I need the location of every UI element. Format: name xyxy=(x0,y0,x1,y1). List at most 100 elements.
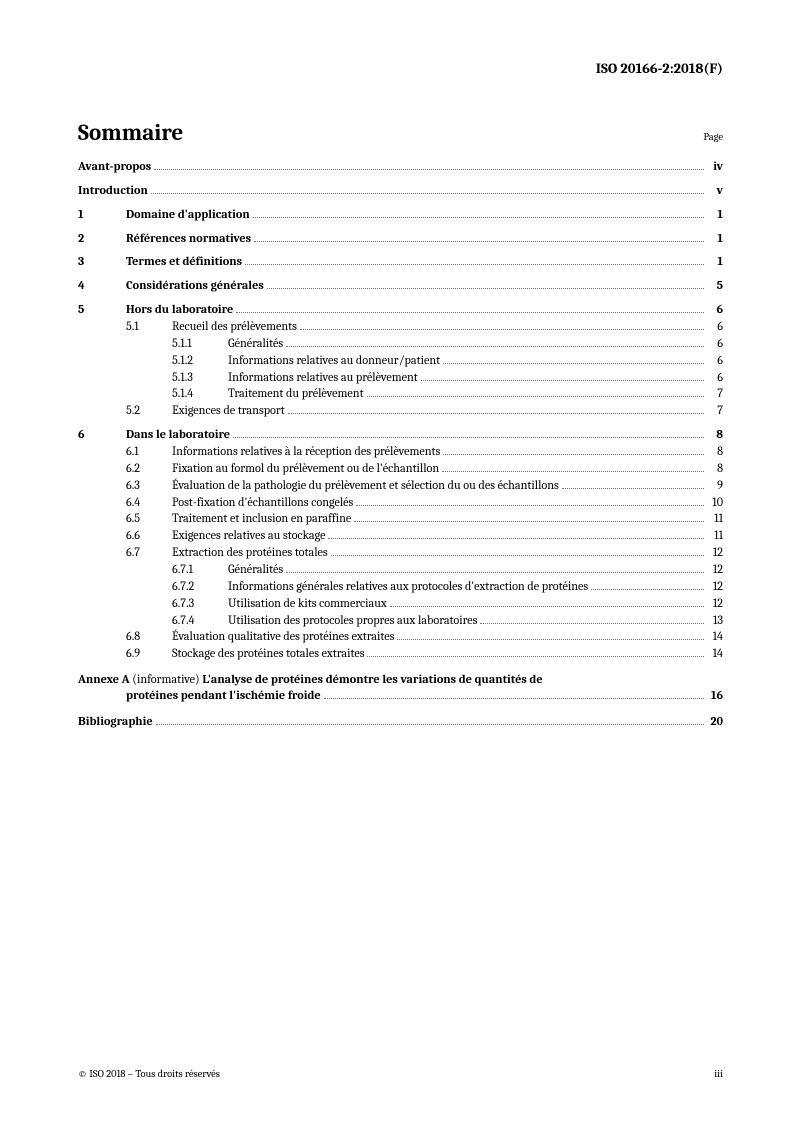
toc-entry: Introduction v xyxy=(78,184,723,200)
toc-page: 8 xyxy=(707,445,723,461)
toc-label: Traitement du prélèvement xyxy=(228,387,364,403)
toc-number: 1 xyxy=(78,208,126,224)
toc-label: Évaluation qualitative des protéines ext… xyxy=(172,630,394,646)
toc-entry: 5.1.4 Traitement du prélèvement 7 xyxy=(78,387,723,403)
toc-number: 6.1 xyxy=(126,445,172,461)
toc-page: 6 xyxy=(707,337,723,353)
toc-label: Informations relatives au donneur/patien… xyxy=(228,354,440,370)
toc-entry: 6.7.1 Généralités 12 xyxy=(78,563,723,579)
toc-entry: Avant-propos iv xyxy=(78,160,723,176)
toc-label: Domaine d'application xyxy=(126,208,250,224)
toc-number: 6.7 xyxy=(126,546,172,562)
toc-label: Considérations générales xyxy=(126,279,264,295)
toc-label: Utilisation des protocoles propres aux l… xyxy=(228,614,477,630)
toc-number: 6 xyxy=(78,428,126,444)
toc-page: 10 xyxy=(707,496,723,512)
toc-page: 7 xyxy=(707,387,723,403)
leader-dots xyxy=(233,437,704,438)
leader-dots xyxy=(390,606,704,607)
toc-label: Dans le laboratoire xyxy=(126,428,230,444)
toc-page: v xyxy=(707,184,723,200)
toc-label: Bibliographie xyxy=(78,715,153,731)
leader-dots xyxy=(443,454,704,455)
leader-dots xyxy=(286,572,704,573)
leader-dots xyxy=(154,169,704,170)
leader-dots xyxy=(300,329,704,330)
toc-page: 12 xyxy=(707,597,723,613)
annex-title-l2: protéines pendant l'ischémie froide xyxy=(126,689,321,705)
toc-number: 6.2 xyxy=(126,462,172,478)
toc-label: Avant-propos xyxy=(78,160,151,176)
toc-page: 20 xyxy=(707,715,723,731)
page-footer: © ISO 2018 – Tous droits réservés iii xyxy=(78,1068,723,1080)
toc-entry: 2 Références normatives 1 xyxy=(78,232,723,248)
toc-label: Références normatives xyxy=(126,232,251,248)
leader-dots xyxy=(421,380,704,381)
toc-entry: 6.3 Évaluation de la pathologie du prélè… xyxy=(78,479,723,495)
toc-number: 6.6 xyxy=(126,529,172,545)
toc-number: 6.7.4 xyxy=(172,614,228,630)
leader-dots xyxy=(331,555,704,556)
toc-entry: 1 Domaine d'application 1 xyxy=(78,208,723,224)
leader-dots xyxy=(397,639,704,640)
leader-dots xyxy=(328,538,704,539)
toc-label: Utilisation de kits commerciaux xyxy=(228,597,387,613)
toc-entry: 6.7.2 Informations générales relatives a… xyxy=(78,580,723,596)
toc-number: 6.7.3 xyxy=(172,597,228,613)
toc-page: 16 xyxy=(707,689,723,705)
toc-number: 6.8 xyxy=(126,630,172,646)
toc-page: 1 xyxy=(707,208,723,224)
toc-entry: Bibliographie 20 xyxy=(78,715,723,731)
toc-entry: 5.1 Recueil des prélèvements 6 xyxy=(78,320,723,336)
toc-page: 8 xyxy=(707,428,723,444)
toc-entry: 5.2 Exigences de transport 7 xyxy=(78,404,723,420)
annex-paren: (informative) xyxy=(132,673,199,687)
leader-dots xyxy=(480,623,704,624)
leader-dots xyxy=(356,505,704,506)
page-title: Sommaire xyxy=(78,119,183,146)
toc-number: 6.3 xyxy=(126,479,172,495)
leader-dots xyxy=(254,241,704,242)
toc-entry: 3 Termes et définitions 1 xyxy=(78,255,723,271)
leader-dots xyxy=(354,521,704,522)
page-number: iii xyxy=(714,1068,723,1080)
toc-label: Généralités xyxy=(228,337,283,353)
leader-dots xyxy=(562,488,704,489)
table-of-contents: Avant-propos iv Introduction v 1 Domaine… xyxy=(78,160,723,731)
toc-number: 5.1.3 xyxy=(172,371,228,387)
toc-page: iv xyxy=(707,160,723,176)
toc-page: 11 xyxy=(707,512,723,528)
toc-label: Termes et définitions xyxy=(126,255,242,271)
toc-number: 2 xyxy=(78,232,126,248)
toc-entry: 5.1.2 Informations relatives au donneur/… xyxy=(78,354,723,370)
leader-dots xyxy=(443,363,704,364)
toc-page: 14 xyxy=(707,630,723,646)
toc-entry: 6.7.4 Utilisation des protocoles propres… xyxy=(78,614,723,630)
toc-page: 9 xyxy=(707,479,723,495)
toc-label: Exigences de transport xyxy=(172,404,285,420)
toc-page: 13 xyxy=(707,614,723,630)
toc-number: 6.5 xyxy=(126,512,172,528)
toc-page: 7 xyxy=(707,404,723,420)
toc-number: 5.2 xyxy=(126,404,172,420)
leader-dots xyxy=(591,589,704,590)
toc-label: Post-fixation d'échantillons congelés xyxy=(172,496,353,512)
copyright-text: © ISO 2018 – Tous droits réservés xyxy=(78,1068,220,1080)
leader-dots xyxy=(156,724,704,725)
toc-page: 8 xyxy=(707,462,723,478)
toc-number: 5 xyxy=(78,303,126,319)
toc-number: 6.9 xyxy=(126,647,172,663)
toc-number: 5.1.2 xyxy=(172,354,228,370)
toc-page: 11 xyxy=(707,529,723,545)
leader-dots xyxy=(324,698,704,699)
document-id-header: ISO 20166-2:2018(F) xyxy=(78,60,723,77)
leader-dots xyxy=(253,217,704,218)
toc-label: Extraction des protéines totales xyxy=(172,546,328,562)
toc-label: Informations relatives au prélèvement xyxy=(228,371,418,387)
annex-prefix: Annexe A xyxy=(78,673,130,687)
toc-entry: 6.2 Fixation au formol du prélèvement ou… xyxy=(78,462,723,478)
toc-entry: 6.7.3 Utilisation de kits commerciaux 12 xyxy=(78,597,723,613)
toc-entry: 6.1 Informations relatives à la réceptio… xyxy=(78,445,723,461)
leader-dots xyxy=(367,396,704,397)
toc-page: 6 xyxy=(707,354,723,370)
